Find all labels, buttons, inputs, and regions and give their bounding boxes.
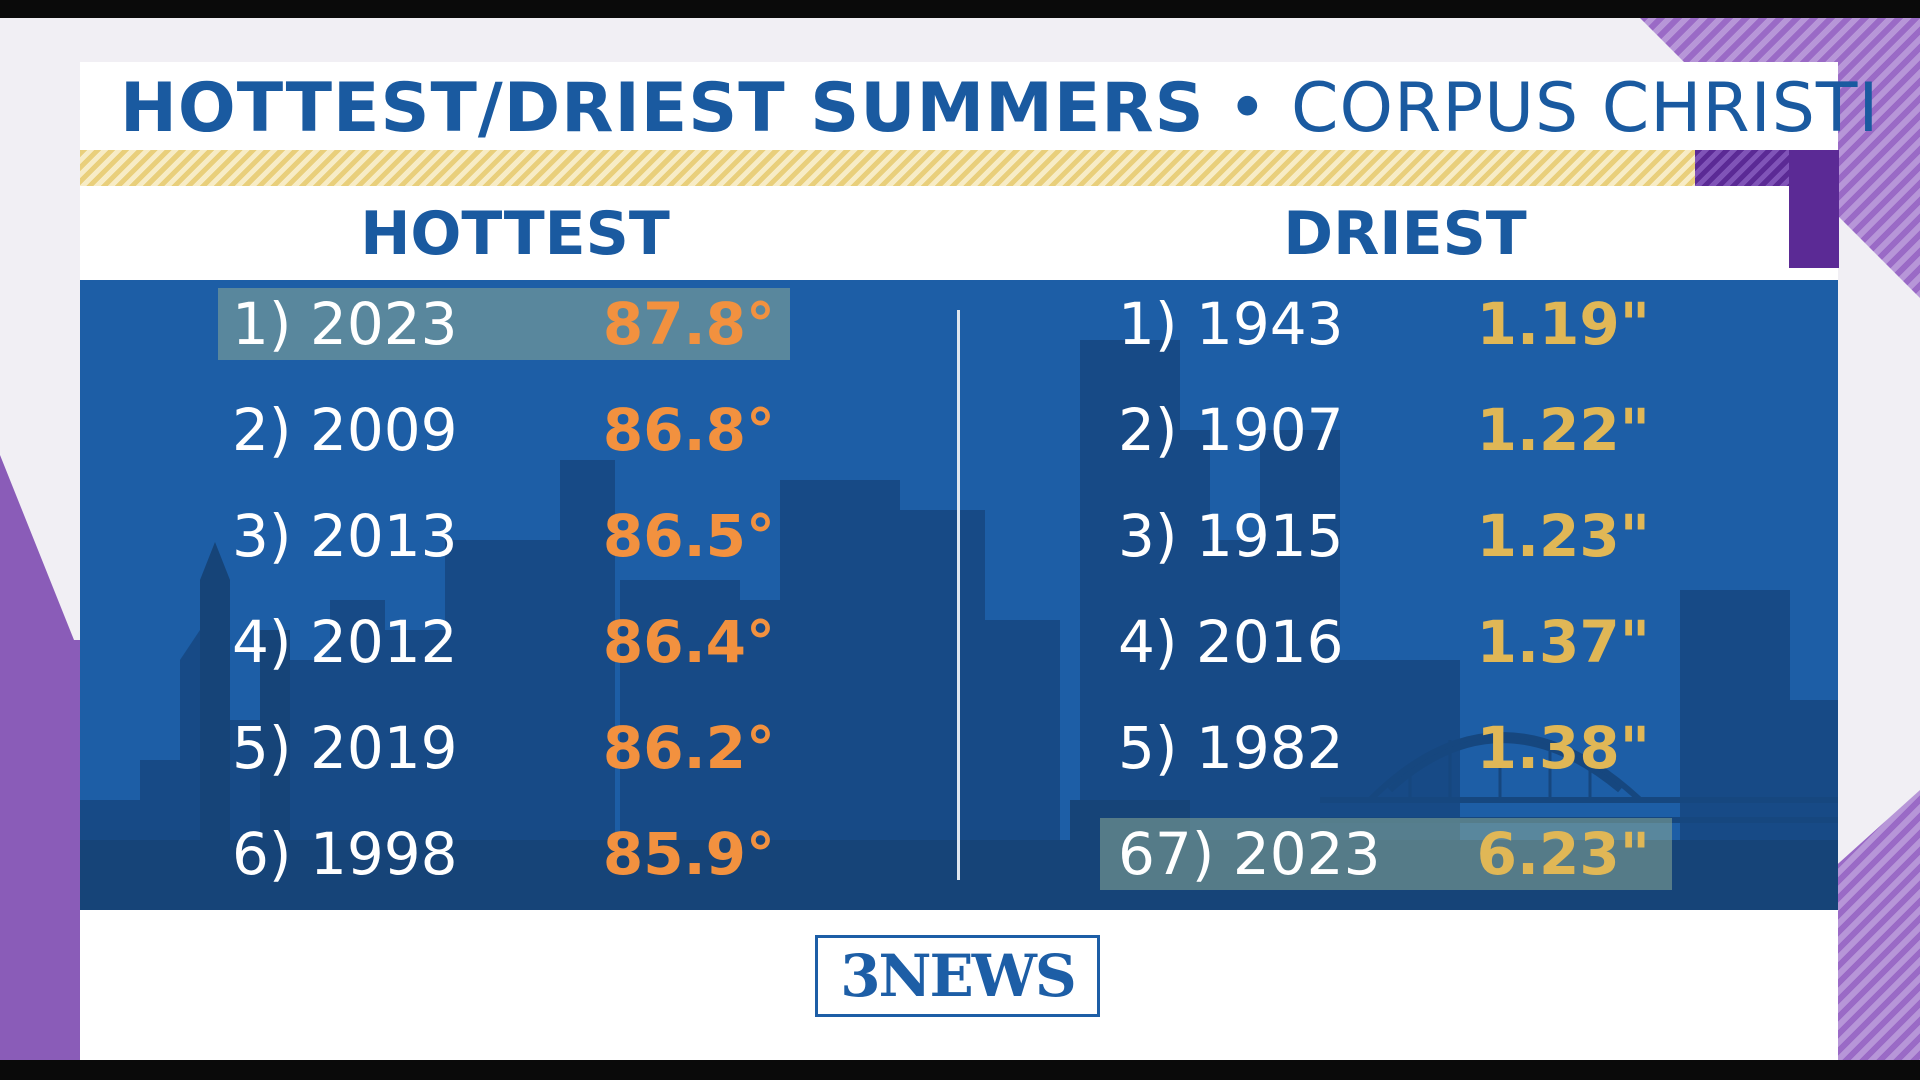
- hottest-temp: 85.9°: [602, 820, 775, 888]
- driest-rank: 4) 2016: [1118, 608, 1344, 676]
- purple-accent-block: [1789, 150, 1839, 268]
- hottest-temp: 86.8°: [602, 396, 775, 464]
- title-separator: •: [1227, 69, 1269, 148]
- driest-rainfall: 6.23": [1476, 820, 1650, 888]
- page-title: HOTTEST/DRIEST SUMMERS • CORPUS CHRISTI: [120, 64, 1878, 154]
- hottest-rank: 2) 2009: [232, 396, 458, 464]
- title-location: CORPUS CHRISTI: [1290, 69, 1880, 148]
- driest-rainfall: 1.19": [1476, 290, 1650, 358]
- driest-rank: 2) 1907: [1118, 396, 1344, 464]
- decor-purple-triangle-left: [0, 455, 80, 655]
- driest-rainfall: 1.37": [1476, 608, 1650, 676]
- hottest-highlight: [218, 288, 790, 360]
- driest-heading: DRIEST: [1283, 199, 1527, 269]
- hottest-temp: 86.4°: [602, 608, 775, 676]
- letterbox-bottom: [0, 1060, 1920, 1080]
- letterbox-top: [0, 0, 1920, 18]
- driest-rank: 5) 1982: [1118, 714, 1344, 782]
- driest-rainfall: 1.38": [1476, 714, 1650, 782]
- hottest-temp: 87.8°: [602, 290, 775, 358]
- station-logo: 3NEWS: [815, 935, 1100, 1017]
- hottest-rank: 4) 2012: [232, 608, 458, 676]
- gold-stripe-bar: [80, 150, 1780, 186]
- driest-rank: 3) 1915: [1118, 502, 1344, 570]
- station-logo-text: 3NEWS: [840, 942, 1077, 1010]
- hottest-rank: 6) 1998: [232, 820, 458, 888]
- hottest-rank: 3) 2013: [232, 502, 458, 570]
- column-divider: [957, 310, 960, 880]
- driest-rank: 67) 2023: [1118, 820, 1381, 888]
- driest-rank: 1) 1943: [1118, 290, 1344, 358]
- hottest-temp: 86.5°: [602, 502, 775, 570]
- hottest-rank: 5) 2019: [232, 714, 458, 782]
- hottest-rank: 1) 2023: [232, 290, 458, 358]
- title-main: HOTTEST/DRIEST SUMMERS: [120, 69, 1205, 148]
- hottest-temp: 86.2°: [602, 714, 775, 782]
- driest-rainfall: 1.23": [1476, 502, 1650, 570]
- driest-highlight: [1100, 818, 1672, 890]
- driest-rainfall: 1.22": [1476, 396, 1650, 464]
- hottest-heading: HOTTEST: [360, 199, 670, 269]
